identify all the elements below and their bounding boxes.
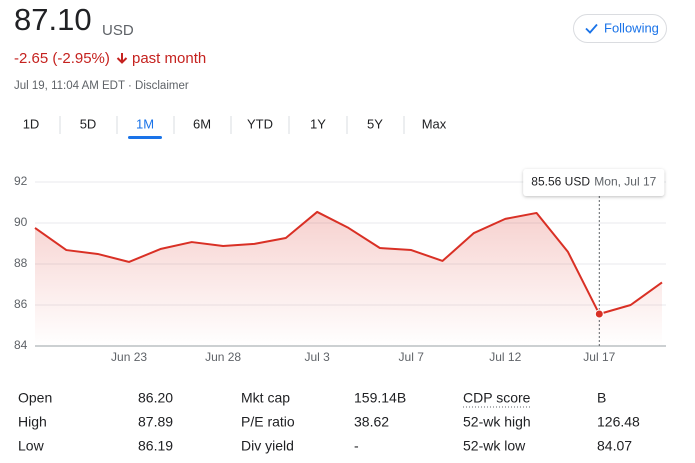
follow-label[interactable]: Following	[604, 20, 659, 35]
stat-value: 159.14B	[354, 390, 406, 406]
range-tab[interactable]: 5D	[80, 116, 97, 131]
stat-value: -	[354, 438, 359, 454]
area	[35, 211, 662, 346]
stat-label: High	[18, 414, 47, 430]
stat-label[interactable]: CDP score	[463, 390, 531, 406]
x-tick-label: Jul 3	[304, 350, 330, 364]
stat-value: 86.19	[138, 438, 173, 454]
tooltip-price: 85.56 USD	[531, 175, 590, 189]
stat-label: Div yield	[241, 438, 294, 454]
down-arrow	[116, 53, 128, 64]
y-tick-label: 84	[14, 338, 28, 352]
x-tick-label: Jul 17	[583, 350, 615, 364]
tooltip-box	[523, 169, 665, 196]
stat-value: B	[597, 390, 606, 406]
stat-value: 126.48	[597, 414, 640, 430]
follow-button[interactable]	[573, 14, 667, 43]
price: 87.10	[14, 2, 92, 37]
stat-value: 38.62	[354, 414, 389, 430]
stat-label: 52-wk high	[463, 414, 531, 430]
check-icon	[585, 23, 598, 34]
range-tab[interactable]: 5Y	[367, 116, 383, 131]
hover-point	[594, 309, 604, 319]
stat-label: Open	[18, 390, 52, 406]
y-tick-label: 92	[14, 174, 28, 188]
stat-value: 86.20	[138, 390, 173, 406]
stat-value: 84.07	[597, 438, 632, 454]
change: -2.65 (-2.95%)	[14, 50, 110, 67]
range-tab[interactable]: 1Y	[310, 116, 326, 131]
period: past month	[132, 50, 206, 67]
range-tab[interactable]: 6M	[193, 116, 211, 131]
range-tab[interactable]: 1M	[136, 116, 154, 131]
range-tab[interactable]: Max	[422, 116, 447, 131]
tab-underline	[128, 136, 162, 139]
stat-label: Low	[18, 438, 45, 454]
y-tick-label: 88	[14, 256, 28, 270]
stat-value: 87.89	[138, 414, 173, 430]
x-tick-label: Jun 28	[205, 350, 241, 364]
range-tab[interactable]: 1D	[23, 116, 40, 131]
x-tick-label: Jul 7	[399, 350, 425, 364]
tooltip-date: Mon, Jul 17	[594, 175, 656, 189]
timestamp[interactable]: Jul 19, 11:04 AM EDT · Disclaimer	[14, 80, 189, 92]
stat-label: 52-wk low	[463, 438, 526, 454]
y-tick-label: 90	[14, 215, 28, 229]
y-tick-label: 86	[14, 297, 28, 311]
stat-label: Mkt cap	[241, 390, 290, 406]
x-tick-label: Jul 12	[489, 350, 521, 364]
stat-label: P/E ratio	[241, 414, 295, 430]
currency: USD	[102, 22, 134, 39]
range-tab[interactable]: YTD	[247, 116, 273, 131]
x-tick-label: Jun 23	[111, 350, 147, 364]
price-line	[34, 210, 663, 316]
